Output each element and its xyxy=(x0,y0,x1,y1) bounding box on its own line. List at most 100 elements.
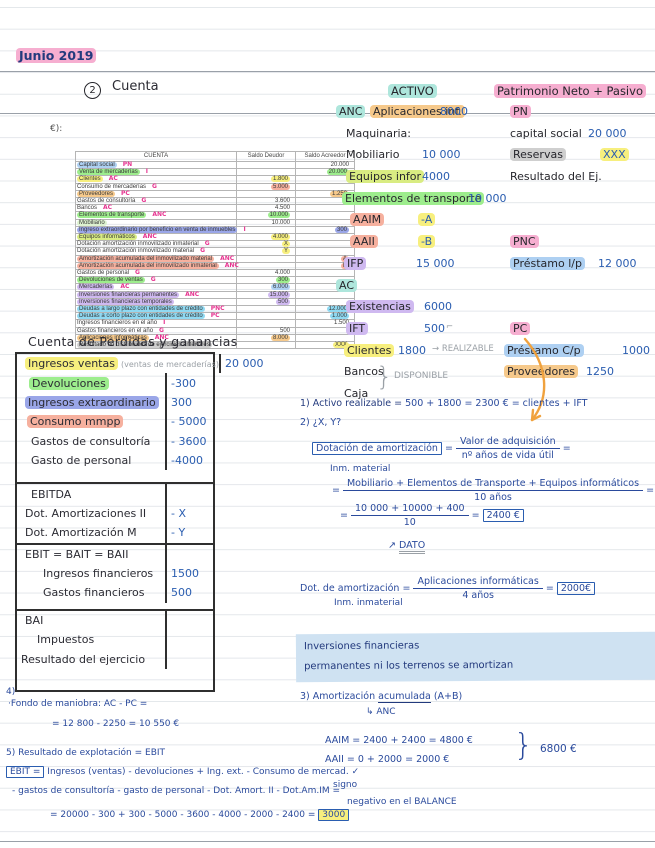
note-5-negativo: negativo en el BALANCE xyxy=(347,797,457,807)
pnl-row-label: Dot. Amortizaciones II xyxy=(25,506,147,520)
ledger-account-name: Capital social xyxy=(77,162,117,168)
balance-item-value: 4000 xyxy=(422,170,450,184)
balance-section-tag: AC xyxy=(336,278,358,292)
ledger-account-tag: G xyxy=(152,182,157,190)
balance-item-label: Maquinaria: xyxy=(346,126,411,140)
balance-row: Maquinaria: xyxy=(336,125,504,147)
pnl-row-value xyxy=(165,630,213,650)
pnl-row-value: 300 xyxy=(165,392,213,413)
ledger-account-name: Equipos informáticos xyxy=(77,234,137,241)
pnl-row-value xyxy=(165,649,213,669)
pnl-row: Impuestos xyxy=(17,630,213,650)
note-4-line-1: ·Fondo de maniobra: AC - PC = xyxy=(8,699,148,709)
ledger-account-name: Resultado no distribuidos de ejercicios … xyxy=(77,342,212,349)
divider-line-header xyxy=(0,113,655,114)
ledger-account-name: Clientes xyxy=(77,176,103,183)
ledger-account-tag: ANC xyxy=(185,290,200,298)
activo-header: ACTIVO xyxy=(388,84,437,98)
pnl-row-label: EBITDA xyxy=(31,487,72,501)
balance-item-label: Proveedores xyxy=(504,365,578,379)
ledger-account-tag: ANC xyxy=(142,233,157,241)
ledger-deudor-value: X xyxy=(281,241,290,248)
balance-item-value: 20 000 xyxy=(588,126,627,140)
pnl-row-label: Ingresos extraordinario xyxy=(25,395,159,409)
balance-item-label: Existencias xyxy=(346,300,414,314)
ledger-deudor-value: 4.000 xyxy=(274,270,290,277)
note-3-title: 3) Amortización acumulada (A+B) xyxy=(300,691,463,703)
balance-row: PC xyxy=(500,320,655,342)
balance-row: AAIM -A xyxy=(336,211,504,233)
ledger-account-tag: ANC xyxy=(224,261,239,269)
balance-item-value: 6000 xyxy=(424,300,452,314)
balance-item-value: 12 000 xyxy=(598,256,637,270)
note-1: 1) Activo realizable = 500 + 1800 = 2300… xyxy=(300,398,588,409)
note-5-title: 5) Resultado de explotación = EBIT xyxy=(6,748,166,758)
note-4-number: 4) xyxy=(6,687,16,697)
ledger-deudor-value: 15.000 xyxy=(267,291,290,298)
ledger-account-tag: PN xyxy=(122,161,133,168)
balance-row: PNC xyxy=(500,233,655,255)
pnl-title: Cuenta de Perdidas y ganancias xyxy=(28,334,238,349)
ledger-row: Mercaderías AC 6.000 xyxy=(75,283,355,292)
ledger-acreedor-value: 1.250 xyxy=(329,190,349,197)
ledger-account-name: Dotación amortización inmovilizado mater… xyxy=(77,248,195,255)
ledger-account-tag: ANC xyxy=(154,333,169,341)
ledger-account-name: Ingresos financieros en el año xyxy=(77,320,158,327)
ledger-account-tag: PC xyxy=(210,312,220,320)
balance-row: Clientes 1800 → REALIZABLE xyxy=(336,342,504,364)
balance-item-value: 10 000 xyxy=(422,148,461,162)
ledger-deudor-value: 10.000 xyxy=(271,219,290,226)
note-5-line-1: EBIT = Ingresos (ventas) - devoluciones … xyxy=(6,766,359,778)
ledger-row: Ingreso extraordinario por beneficio en … xyxy=(75,225,355,235)
pnl-row: Devoluciones -300 xyxy=(17,373,213,393)
ledger-deudor-value: 500 xyxy=(275,298,290,305)
ledger-account-name: Venta de mercaderías xyxy=(77,169,140,176)
ebit-result-box: 3000 xyxy=(318,809,350,821)
pnl-row: Ingresos financieros 1500 xyxy=(17,563,213,584)
amort-result-box: 2400 € xyxy=(482,509,524,522)
pnl-row: EBITDA xyxy=(17,484,213,504)
balance-item-value: 1800 xyxy=(398,343,426,357)
balance-item-note: ⌐ xyxy=(446,321,454,332)
ledger-account-tag: PNC xyxy=(210,305,225,313)
pnl-row-label: Dot. Amortización M xyxy=(25,526,137,540)
pnl-row-label: Ingresos financieros xyxy=(43,567,154,581)
ledger-acreedor-value: 12.000 xyxy=(326,306,349,313)
balance-row: Caja xyxy=(336,385,504,407)
balance-item-value: 500 xyxy=(424,321,445,335)
note-2-formula-1: Dotación de amortización = Valor de adqu… xyxy=(312,436,571,461)
ledger-account-name: Deudas a corto plazo con entidades de cr… xyxy=(77,313,205,320)
orange-arrow xyxy=(523,337,546,422)
note-5-line-2: - gastos de consultoría - gasto de perso… xyxy=(12,786,341,796)
pnl-divider xyxy=(17,608,213,611)
pnl-row-label: Devoluciones xyxy=(29,376,109,390)
exercise-number: 2 xyxy=(84,82,101,99)
amort2-result-box: 2000€ xyxy=(556,582,596,595)
divider-line-bottom xyxy=(0,841,655,842)
balance-row: AC xyxy=(336,277,504,299)
ledger-row: Bancos AC 4.500 xyxy=(75,204,355,213)
ledger-account-tag: G xyxy=(159,326,164,334)
ledger-row: Resultado no distribuidos de ejercicios … xyxy=(75,341,355,350)
pnl-row: Resultado del ejercicio xyxy=(17,649,213,669)
pnl-row-label: Gastos de consultoría xyxy=(31,434,151,448)
balance-item-label: PN xyxy=(510,105,531,118)
ledger-account-name: Aplicaciones informáticas xyxy=(77,334,149,341)
date-badge: Junio 2019 xyxy=(16,48,97,63)
balance-row xyxy=(500,277,655,299)
balance-row: Reservas XXX xyxy=(500,146,655,168)
ledger-account-name: Mobiliario xyxy=(77,219,107,226)
dato-label: ↗ DATO xyxy=(388,540,426,554)
ledger-row: Capital social PN 20.000 xyxy=(75,160,355,170)
balance-item-note: → REALIZABLE xyxy=(432,343,494,354)
ledger-acreedor-value: XXX xyxy=(332,342,349,349)
ledger-account-name: Gastos de consultoría xyxy=(77,198,136,205)
balance-row: PN xyxy=(500,103,655,125)
balance-item-label: Resultado del Ej. xyxy=(510,170,602,184)
balance-item-value: 1250 xyxy=(586,365,614,379)
pasivo-column: PN capital social 20 000 Reservas XXX Resulta… xyxy=(500,103,655,385)
ledger-account-tag: I xyxy=(145,168,148,176)
ledger-account-tag: G xyxy=(204,240,210,248)
pnl-row-value xyxy=(165,484,213,504)
note-2-formula-3: = 10 000 + 10000 + 400 10 = 2400 € xyxy=(340,503,524,528)
